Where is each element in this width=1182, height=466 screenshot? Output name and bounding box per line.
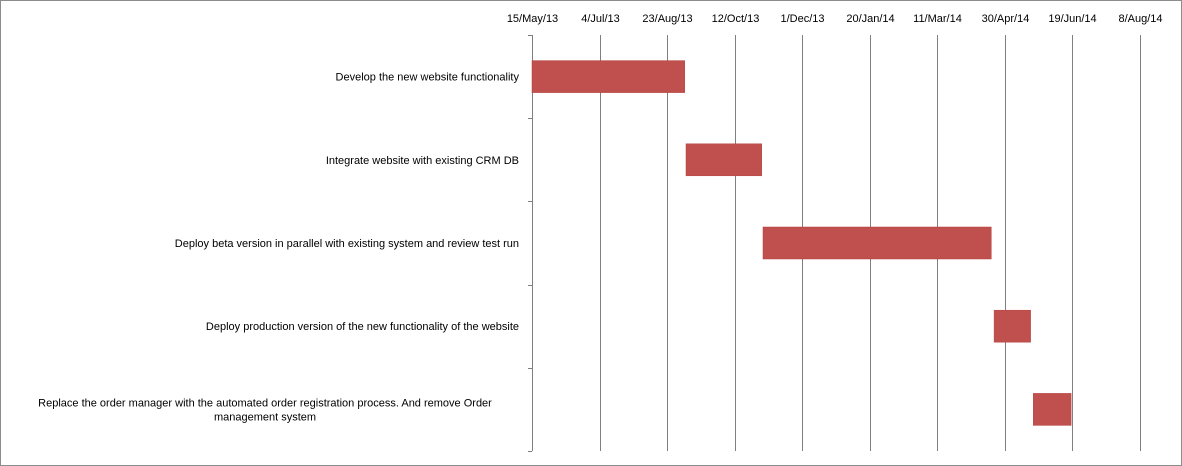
task-label-line: Integrate website with existing CRM DB bbox=[326, 155, 519, 167]
task-bar bbox=[1033, 393, 1072, 426]
task-label-line: Replace the order manager with the autom… bbox=[38, 397, 492, 409]
task-label: Integrate website with existing CRM DB bbox=[326, 155, 519, 167]
x-tick-label: 30/Apr/14 bbox=[982, 13, 1030, 25]
x-tick-label: 23/Aug/13 bbox=[642, 13, 692, 25]
task-bar bbox=[531, 60, 685, 93]
task-bar bbox=[685, 143, 762, 177]
task-label-line: management system bbox=[214, 411, 316, 423]
x-tick-label: 20/Jan/14 bbox=[846, 13, 894, 25]
task-bar bbox=[762, 226, 992, 260]
task-label-line: Develop the new website functionality bbox=[336, 72, 520, 84]
x-tick-label: 8/Aug/14 bbox=[1118, 13, 1162, 25]
task-bar bbox=[993, 309, 1031, 343]
x-tick-label: 1/Dec/13 bbox=[780, 13, 824, 25]
task-label: Replace the order manager with the autom… bbox=[38, 397, 492, 423]
bar-layer bbox=[531, 60, 1072, 426]
task-label: Deploy production version of the new fun… bbox=[206, 321, 519, 333]
tick-label-layer: 15/May/13 4/Jul/13 23/Aug/13 12/Oct/13 1/Dec… bbox=[507, 13, 1163, 25]
x-tick-label: 11/Mar/14 bbox=[913, 13, 962, 25]
task-label: Deploy beta version in parallel with exi… bbox=[175, 238, 519, 250]
task-label-layer: Develop the new website functionality Int… bbox=[38, 72, 519, 424]
task-label-line: Deploy production version of the new fun… bbox=[206, 321, 519, 333]
task-label: Develop the new website functionality bbox=[336, 72, 520, 84]
x-tick-label: 15/May/13 bbox=[507, 13, 558, 25]
x-tick-label: 4/Jul/13 bbox=[581, 13, 620, 25]
task-label-line: Deploy beta version in parallel with exi… bbox=[175, 238, 519, 250]
x-tick-label: 12/Oct/13 bbox=[712, 13, 760, 25]
x-tick-label: 19/Jun/14 bbox=[1048, 13, 1096, 25]
